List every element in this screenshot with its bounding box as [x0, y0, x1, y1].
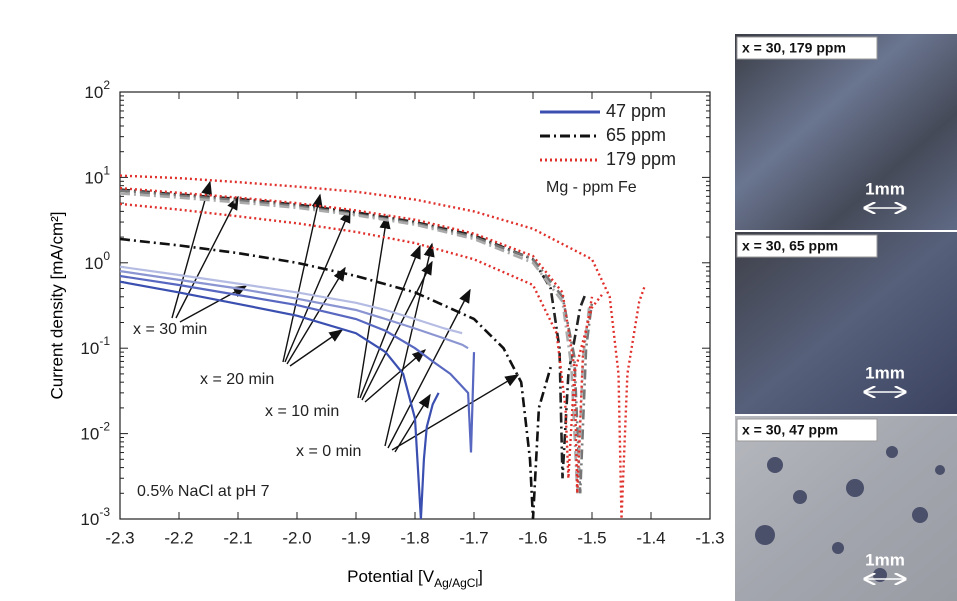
legend-label: 47 ppm — [606, 101, 666, 121]
annotation: x = 30 min — [133, 321, 207, 338]
micrograph — [735, 232, 957, 414]
image-label: x = 30, 65 ppm — [742, 238, 838, 254]
x-tick-label: -1.6 — [518, 528, 547, 547]
annotation: x = 20 min — [200, 371, 274, 388]
x-tick-label: -1.9 — [341, 528, 370, 547]
annotation: x = 0 min — [296, 443, 361, 460]
scale-label: 1mm — [865, 179, 905, 198]
x-tick-label: -2.0 — [282, 528, 311, 547]
y-tick-exponent: 1 — [103, 164, 110, 178]
y-tick-label: 10-2 — [80, 420, 110, 444]
figure: -2.3 -2.2 -2.1 -2.0 -1.9 -1.8 -1.7 -1.6 -1.5 -1.4… — [0, 0, 957, 601]
y-tick-label: 10-1 — [80, 334, 110, 358]
x-tick-label: -1.8 — [400, 528, 429, 547]
curve — [120, 276, 474, 453]
x-tick-label: -1.3 — [695, 528, 724, 547]
micrograph — [735, 34, 957, 230]
legend-label: 179 ppm — [606, 149, 676, 169]
x-tick-label: -1.5 — [577, 528, 606, 547]
x-axis-label: Potential [VAg/AgCl] — [347, 567, 483, 590]
x-tick-label: -2.1 — [223, 528, 252, 547]
y-tick-base: 10 — [80, 425, 99, 444]
y-tick-base: 10 — [80, 340, 99, 359]
x-label-main: Potential [V — [347, 567, 435, 586]
page: {"chart_data":{"type":"line","ylog":true… — [0, 0, 957, 601]
image-label: x = 30, 47 ppm — [742, 422, 838, 438]
y-axis-label: Current density [mA/cm²] — [47, 212, 66, 400]
image-label: x = 30, 179 ppm — [742, 40, 846, 56]
x-tick-label: -2.3 — [105, 528, 134, 547]
y-tick-exponent: 0 — [103, 249, 110, 263]
y-tick-label: 10-3 — [80, 505, 110, 529]
y-tick-base: 10 — [80, 510, 99, 529]
x-tick-label: -1.7 — [459, 528, 488, 547]
y-tick-exponent: 2 — [103, 78, 110, 92]
y-tick-label: 102 — [84, 78, 110, 102]
y-tick-exponent: -1 — [99, 334, 110, 348]
micrographs — [735, 34, 957, 601]
annotation: 0.5% NaCl at pH 7 — [137, 483, 270, 500]
x-label-end: ] — [478, 567, 483, 586]
scale-label: 1mm — [865, 363, 905, 382]
scale-label: 1mm — [865, 550, 905, 569]
x-tick-label: -1.4 — [636, 528, 665, 547]
y-tick-label: 100 — [84, 249, 110, 273]
legend-label: 65 ppm — [606, 125, 666, 145]
y-tick-base: 10 — [84, 254, 103, 273]
x-tick-label: -2.2 — [164, 528, 193, 547]
y-tick-base: 10 — [84, 83, 103, 102]
y-tick-label: 101 — [84, 164, 110, 188]
y-tick-exponent: -3 — [99, 505, 110, 519]
x-label-sub: Ag/AgCl — [434, 576, 478, 590]
y-tick-base: 10 — [84, 169, 103, 188]
curve — [120, 176, 645, 519]
annotation: x = 10 min — [265, 403, 339, 420]
y-tick-exponent: -2 — [99, 420, 110, 434]
legend-title: Mg - ppm Fe — [546, 179, 637, 196]
